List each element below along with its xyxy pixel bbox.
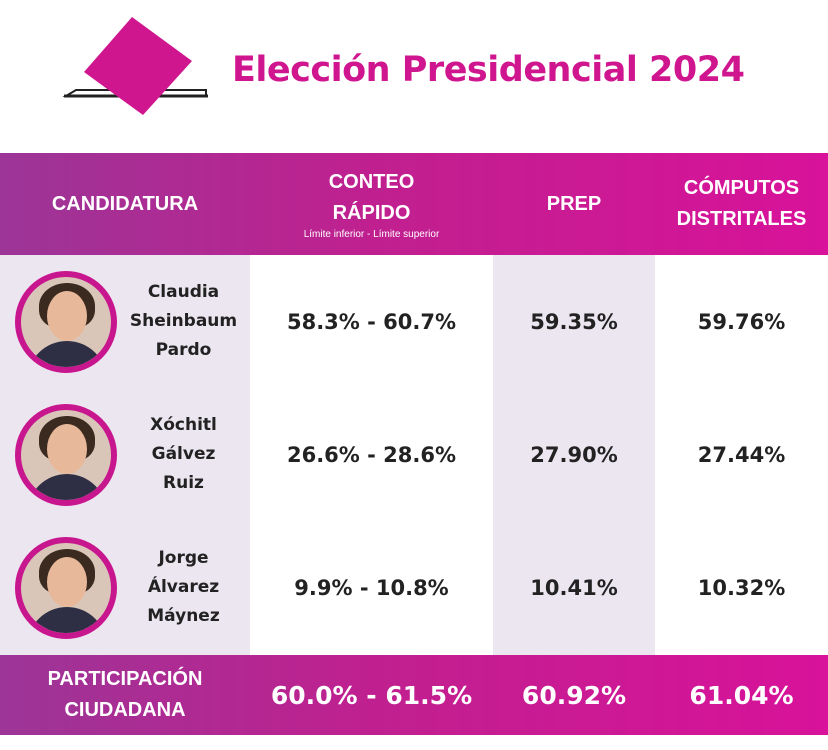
page-title: Elección Presidencial 2024: [232, 50, 745, 90]
candidate-cell: Xóchitl Gálvez Ruiz: [0, 388, 250, 521]
candidate-name: Jorge Álvarez Máynez: [117, 544, 250, 631]
conteo-value: 58.3% - 60.7%: [286, 309, 457, 334]
header-computos-line2: DISTRITALES: [676, 208, 807, 230]
header-computos-line1: CÓMPUTOS: [683, 177, 800, 199]
candidate-cell: Jorge Álvarez Máynez: [0, 521, 250, 654]
computos-value: 10.32%: [697, 575, 786, 600]
candidate-name-line: Gálvez: [151, 444, 216, 464]
candidate-name-line: Ruiz: [163, 473, 204, 493]
candidate-photo: [15, 270, 117, 373]
participation-prep: 60.92%: [521, 680, 627, 710]
prep-value: 27.90%: [530, 442, 618, 467]
candidate-photo: [15, 536, 117, 639]
header-prep: PREP: [546, 192, 602, 215]
candidate-row: Claudia Sheinbaum Pardo 58.3% - 60.7% 59.3…: [0, 255, 828, 388]
candidate-name-line: Máynez: [147, 606, 220, 626]
candidate-name-line: Claudia: [147, 282, 220, 302]
prep-column-bg: [493, 255, 655, 655]
conteo-value: 26.6% - 28.6%: [286, 442, 457, 467]
table-body: Claudia Sheinbaum Pardo 58.3% - 60.7% 59.3…: [0, 255, 828, 655]
participation-label-line1: PARTICIPACIÓN: [47, 668, 203, 690]
candidate-name-line: Pardo: [155, 340, 212, 360]
candidate-row: Jorge Álvarez Máynez 9.9% - 10.8% 10.41% 1…: [0, 521, 828, 654]
header-conteo-sub: Límite inferior - Límite superior: [303, 229, 440, 240]
prep-value: 59.35%: [530, 309, 618, 334]
candidate-name-line: Álvarez: [147, 577, 220, 597]
computos-value: 27.44%: [697, 442, 786, 467]
participation-computos: 61.04%: [689, 680, 794, 710]
candidate-name: Claudia Sheinbaum Pardo: [117, 278, 250, 365]
ballot-box-logo: [62, 17, 208, 115]
conteo-value: 9.9% - 10.8%: [294, 575, 449, 600]
participation-conteo: 60.0% - 61.5%: [270, 680, 473, 710]
candidate-name: Xóchitl Gálvez Ruiz: [117, 411, 250, 498]
computos-value: 59.76%: [697, 309, 786, 334]
candidate-name-line: Jorge: [158, 548, 209, 568]
candidate-cell: Claudia Sheinbaum Pardo: [0, 255, 250, 388]
candidate-name-line: Xóchitl: [150, 415, 217, 435]
candidate-name-line: Sheinbaum: [129, 311, 238, 331]
candidate-photo: [15, 403, 117, 506]
candidate-row: Xóchitl Gálvez Ruiz 26.6% - 28.6% 27.90% 2…: [0, 388, 828, 521]
header-conteo-line2: RÁPIDO: [332, 202, 411, 224]
participation-row: PARTICIPACIÓN CIUDADANA 60.0% - 61.5% 60…: [0, 655, 828, 735]
table-header: CANDIDATURA CONTEO RÁPIDO Límite inferio…: [0, 153, 828, 255]
prep-value: 10.41%: [530, 575, 618, 600]
participation-label-line2: CIUDADANA: [64, 699, 186, 721]
header-candidatura: CANDIDATURA: [51, 192, 199, 215]
header-conteo-line1: CONTEO: [328, 171, 415, 193]
